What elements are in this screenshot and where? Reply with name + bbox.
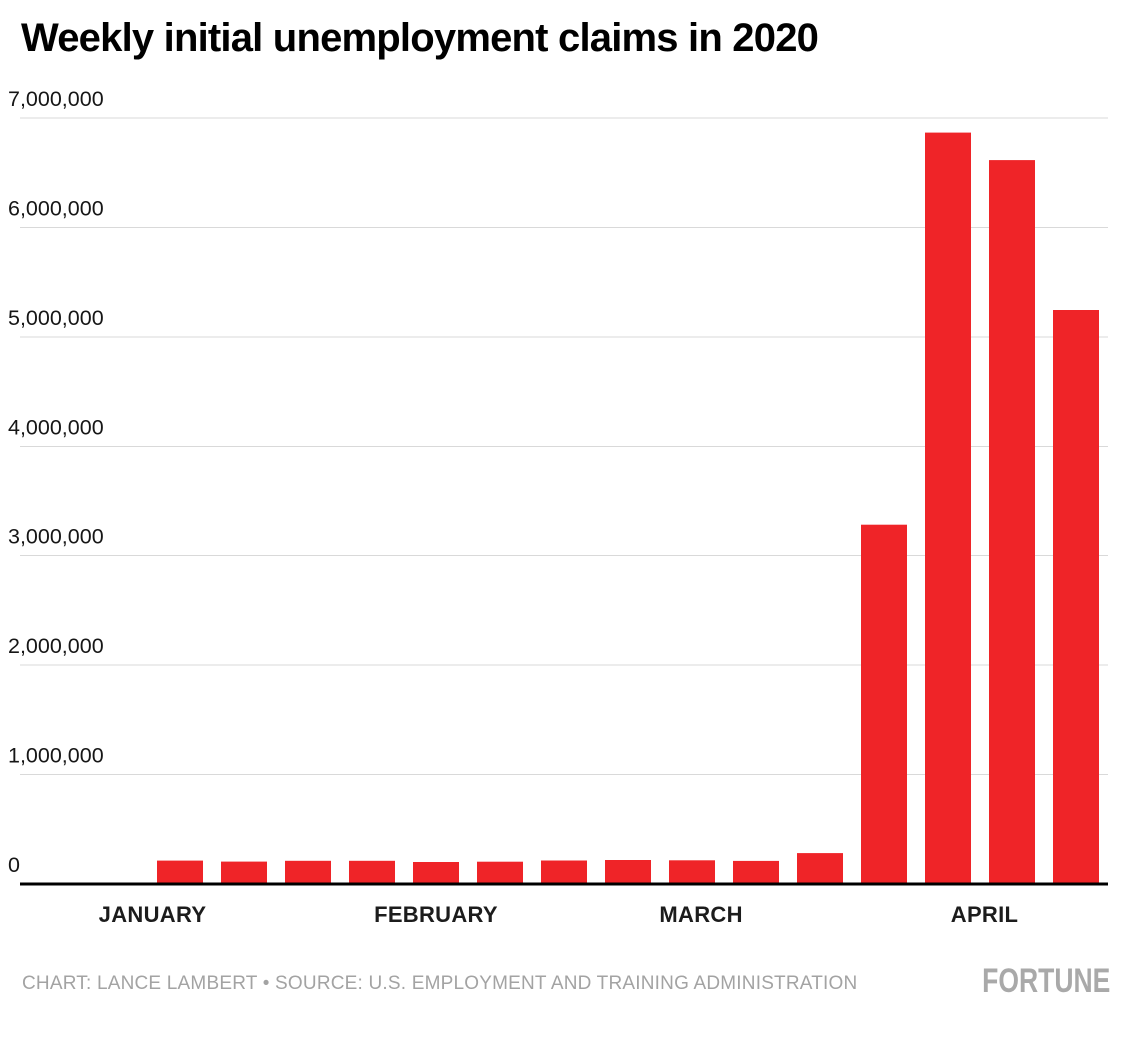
bar-week-2020-01-04 bbox=[157, 860, 203, 884]
y-tick-label: 0 bbox=[8, 853, 20, 877]
bar-week-2020-03-21 bbox=[861, 524, 907, 884]
footer-credit: CHART: LANCE LAMBERT • SOURCE: U.S. EMPL… bbox=[22, 973, 858, 994]
bar-week-2020-01-11 bbox=[221, 861, 267, 884]
y-tick-label: 5,000,000 bbox=[8, 306, 104, 330]
bar-week-2020-02-29 bbox=[669, 860, 715, 884]
y-tick-label: 4,000,000 bbox=[8, 415, 104, 439]
fortune-logo: FORTUNE bbox=[981, 962, 1110, 1000]
bar-week-2020-04-11 bbox=[1053, 310, 1099, 884]
bar-week-2020-02-22 bbox=[605, 860, 651, 884]
y-tick-label: 7,000,000 bbox=[8, 87, 104, 111]
y-tick-label: 3,000,000 bbox=[8, 525, 104, 549]
x-tick-label-april: APRIL bbox=[951, 902, 1019, 927]
bar-week-2020-03-14 bbox=[797, 853, 843, 884]
x-tick-label-february: FEBRUARY bbox=[374, 902, 498, 927]
x-tick-label-january: JANUARY bbox=[99, 902, 207, 927]
y-tick-label: 1,000,000 bbox=[8, 744, 104, 768]
bar-week-2020-01-25 bbox=[349, 860, 395, 884]
chart-title: Weekly initial unemployment claims in 20… bbox=[21, 16, 819, 60]
bar-week-2020-02-08 bbox=[477, 861, 523, 884]
bar-week-2020-04-04 bbox=[989, 160, 1035, 885]
y-tick-label: 6,000,000 bbox=[8, 196, 104, 220]
bar-week-2020-01-18 bbox=[285, 860, 331, 884]
bar-week-2020-03-07 bbox=[733, 860, 779, 884]
bar-week-2020-03-28 bbox=[925, 132, 971, 885]
y-tick-label: 2,000,000 bbox=[8, 634, 104, 658]
bar-week-2020-02-01 bbox=[413, 862, 459, 884]
bar-week-2020-02-15 bbox=[541, 860, 587, 884]
x-tick-label-march: MARCH bbox=[659, 902, 742, 927]
